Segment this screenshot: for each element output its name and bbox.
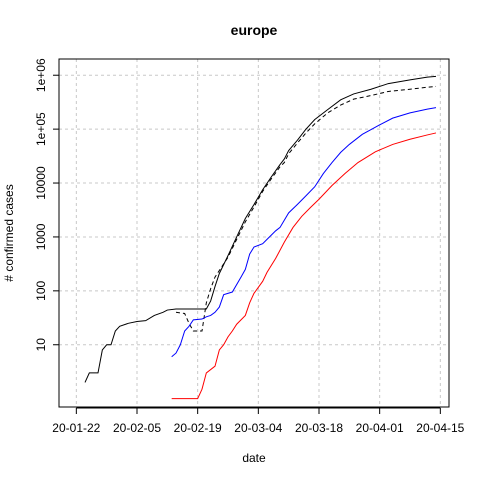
series-line-1 bbox=[175, 85, 437, 332]
x-tick-label-3: 20-03-04 bbox=[234, 421, 282, 435]
y-tick-label-5: 1e+06 bbox=[34, 58, 48, 92]
y-tick-label-1: 100 bbox=[34, 281, 48, 301]
series-line-2 bbox=[171, 107, 437, 358]
y-axis-label: # confirmed cases bbox=[2, 184, 16, 281]
y-tick-label-4: 1e+05 bbox=[34, 112, 48, 146]
y-tick-label-0: 10 bbox=[34, 338, 48, 352]
x-axis-label: date bbox=[242, 451, 266, 465]
y-tick-label-2: 1000 bbox=[34, 223, 48, 250]
series-line-0 bbox=[84, 75, 437, 383]
grid bbox=[59, 59, 449, 407]
chart-title: europe bbox=[231, 22, 278, 38]
x-axis: 20-01-22 20-02-05 20-02-19 20-03-04 20-03-18… bbox=[52, 407, 465, 435]
series-layer bbox=[84, 75, 437, 400]
x-tick-label-6: 20-04-15 bbox=[416, 421, 464, 435]
plot-box bbox=[58, 58, 450, 408]
x-tick-label-4: 20-03-18 bbox=[295, 421, 343, 435]
series-line-3 bbox=[171, 132, 437, 400]
y-tick-label-3: 10000 bbox=[34, 166, 48, 200]
y-axis: 10 100 1000 10000 1e+05 1e+06 bbox=[34, 58, 60, 352]
x-tick-label-0: 20-01-22 bbox=[52, 421, 100, 435]
x-tick-label-1: 20-02-05 bbox=[113, 421, 161, 435]
x-tick-label-5: 20-04-01 bbox=[356, 421, 404, 435]
x-tick-label-2: 20-02-19 bbox=[174, 421, 222, 435]
